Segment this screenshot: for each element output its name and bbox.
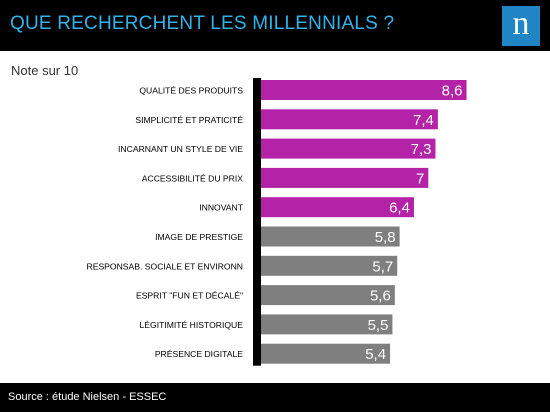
bar [261,255,398,276]
category-label: SIMPLICITÉ ET PRATICITÉ [135,115,243,125]
value-label: 5,7 [372,258,393,275]
value-label: 5,6 [370,288,391,305]
footer-bar: Source : étude Nielsen - ESSEC [0,383,550,412]
value-label: 8,6 [442,83,463,100]
category-label: RESPONSAB. SOCIALE ET ENVIRONN [87,261,243,271]
value-label: 7,4 [413,112,434,129]
category-label: ACCESSIBILITÉ DU PRIX [142,173,244,183]
chart-subtitle: Note sur 10 [11,63,79,78]
chart-title: QUE RECHERCHENT LES MILLENNIALS ? [10,13,395,34]
bar [261,167,429,188]
value-label: 5,4 [365,346,386,363]
category-label: LÉGITIMITÉ HISTORIQUE [140,320,244,330]
value-label: 7 [416,170,424,187]
bar [261,109,438,130]
header-bar: QUE RECHERCHENT LES MILLENNIALS ? n [0,0,550,51]
bar [261,226,400,247]
category-label: INCARNANT UN STYLE DE VIE [118,144,243,154]
category-label: PRÉSENCE DIGITALE [155,349,243,359]
category-label: QUALITÉ DES PRODUITS [139,86,243,96]
value-label: 5,5 [368,317,389,334]
bar [261,343,391,364]
bar-chart: QUALITÉ DES PRODUITS 8,6 SIMPLICITÉ ET PRA… [87,78,467,366]
bar [261,314,393,335]
nielsen-logo: n [502,6,540,46]
bar [261,197,414,218]
bar [261,80,467,100]
value-label: 6,4 [389,200,410,217]
category-label: ESPRIT "FUN ET DÉCALÉ" [136,291,243,301]
source-note: Source : étude Nielsen - ESSEC [8,391,167,403]
category-label: INNOVANT [199,203,244,213]
value-label: 5,8 [375,229,396,246]
bar [261,285,395,306]
y-axis-line [253,78,261,366]
bar [261,138,436,159]
value-label: 7,3 [411,141,432,158]
category-label: IMAGE DE PRESTIGE [155,232,243,242]
